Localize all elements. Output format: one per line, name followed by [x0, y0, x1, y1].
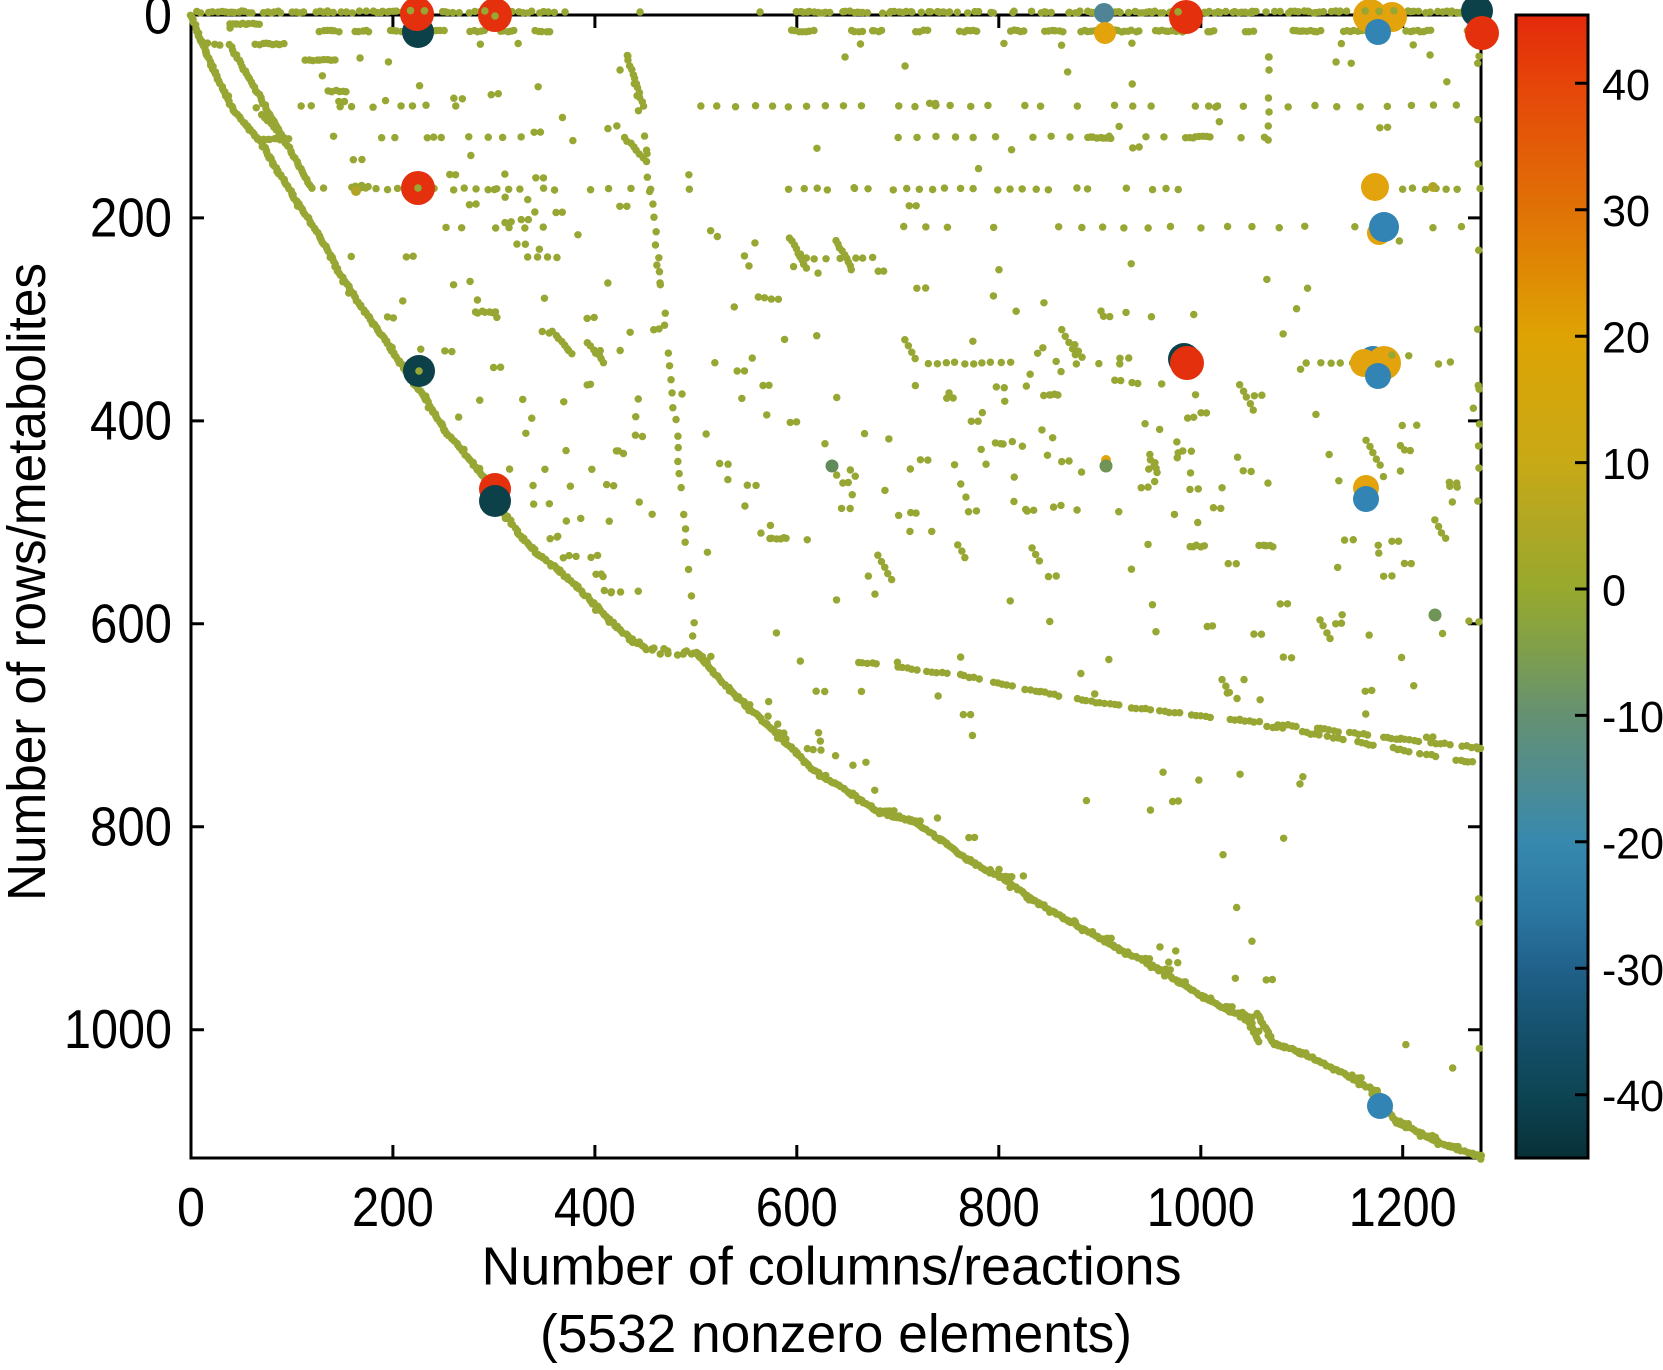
svg-text:-30: -30 — [1602, 946, 1663, 995]
svg-text:40: 40 — [1602, 61, 1650, 110]
svg-text:800: 800 — [958, 1176, 1040, 1238]
svg-text:10: 10 — [1602, 440, 1650, 489]
svg-text:200: 200 — [90, 186, 172, 248]
svg-text:30: 30 — [1602, 187, 1650, 236]
svg-text:200: 200 — [352, 1176, 434, 1238]
svg-text:600: 600 — [756, 1176, 838, 1238]
svg-text:Number of columns/reactions: Number of columns/reactions — [482, 1237, 1182, 1297]
svg-text:Number of rows/metabolites: Number of rows/metabolites — [0, 263, 57, 901]
svg-text:0: 0 — [1602, 567, 1626, 616]
svg-text:800: 800 — [90, 795, 172, 857]
svg-text:1000: 1000 — [1147, 1176, 1255, 1238]
svg-text:1000: 1000 — [64, 998, 172, 1060]
svg-text:400: 400 — [90, 389, 172, 451]
svg-text:0: 0 — [177, 1176, 205, 1238]
svg-text:-40: -40 — [1602, 1072, 1663, 1121]
svg-text:600: 600 — [90, 592, 172, 654]
svg-text:1200: 1200 — [1349, 1176, 1457, 1238]
svg-text:-10: -10 — [1602, 693, 1663, 742]
svg-text:(5532 nonzero elements): (5532 nonzero elements) — [540, 1304, 1132, 1364]
svg-text:400: 400 — [554, 1176, 636, 1238]
svg-text:20: 20 — [1602, 314, 1650, 363]
svg-text:0: 0 — [144, 0, 172, 46]
svg-text:-20: -20 — [1602, 819, 1663, 868]
